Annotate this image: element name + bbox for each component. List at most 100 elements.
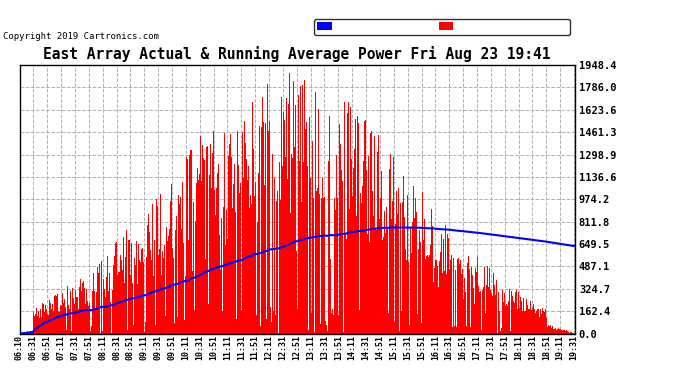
Bar: [260, 326, 261, 334]
Bar: [255, 148, 256, 334]
Bar: [440, 252, 441, 334]
Bar: [398, 188, 399, 334]
Bar: [164, 245, 165, 334]
Bar: [28, 332, 29, 334]
Bar: [485, 314, 486, 334]
Bar: [530, 301, 531, 334]
Bar: [348, 102, 349, 334]
Bar: [168, 236, 169, 334]
Bar: [203, 158, 204, 334]
Bar: [234, 164, 235, 334]
Bar: [543, 310, 544, 334]
Bar: [167, 238, 168, 334]
Bar: [135, 266, 136, 334]
Bar: [126, 268, 127, 334]
Bar: [111, 333, 112, 334]
Bar: [214, 190, 215, 334]
Bar: [394, 322, 395, 334]
Bar: [311, 314, 312, 334]
Bar: [183, 220, 184, 334]
Bar: [470, 287, 471, 334]
Bar: [233, 184, 234, 334]
Bar: [152, 204, 153, 334]
Bar: [30, 332, 31, 334]
Bar: [44, 312, 45, 334]
Bar: [460, 260, 461, 334]
Bar: [59, 312, 60, 334]
Bar: [381, 171, 382, 334]
Bar: [74, 304, 75, 334]
Bar: [525, 311, 526, 334]
Bar: [190, 150, 191, 334]
Bar: [121, 282, 122, 334]
Bar: [64, 298, 65, 334]
Bar: [461, 274, 462, 334]
Bar: [226, 210, 227, 334]
Bar: [565, 331, 566, 334]
Bar: [509, 289, 510, 334]
Bar: [161, 274, 162, 334]
Bar: [450, 268, 451, 334]
Bar: [427, 255, 428, 334]
Bar: [230, 303, 231, 334]
Bar: [356, 216, 357, 334]
Bar: [211, 188, 212, 334]
Bar: [251, 204, 252, 334]
Bar: [481, 288, 482, 334]
Bar: [58, 311, 59, 334]
Bar: [175, 230, 176, 334]
Bar: [406, 201, 407, 334]
Bar: [194, 310, 195, 334]
Bar: [328, 161, 329, 334]
Bar: [403, 176, 404, 334]
Bar: [369, 242, 370, 334]
Bar: [292, 101, 293, 334]
Bar: [423, 240, 424, 334]
Bar: [333, 315, 334, 334]
Bar: [352, 196, 353, 334]
Bar: [37, 316, 38, 334]
Bar: [273, 86, 274, 334]
Bar: [379, 219, 380, 334]
Bar: [447, 262, 448, 334]
Bar: [570, 332, 571, 334]
Bar: [215, 215, 216, 334]
Bar: [49, 300, 50, 334]
Bar: [519, 309, 520, 334]
Bar: [295, 105, 296, 334]
Bar: [382, 240, 383, 334]
Bar: [439, 261, 440, 334]
Bar: [26, 333, 27, 334]
Bar: [564, 331, 565, 334]
Bar: [344, 102, 345, 334]
Bar: [492, 296, 493, 334]
Bar: [498, 292, 499, 334]
Bar: [68, 304, 69, 334]
Bar: [70, 291, 71, 334]
Bar: [178, 195, 179, 334]
Bar: [157, 206, 158, 334]
Bar: [388, 189, 389, 334]
Bar: [386, 162, 387, 334]
Bar: [196, 183, 197, 334]
Bar: [404, 240, 405, 334]
Bar: [279, 93, 280, 334]
Bar: [40, 309, 41, 334]
Bar: [550, 326, 551, 334]
Bar: [270, 134, 271, 334]
Bar: [202, 145, 203, 334]
Bar: [131, 243, 132, 334]
Bar: [522, 310, 523, 334]
Bar: [104, 289, 105, 334]
Bar: [537, 309, 538, 334]
Bar: [370, 134, 371, 334]
Bar: [402, 202, 403, 334]
Bar: [63, 305, 64, 334]
Bar: [241, 126, 242, 334]
Bar: [254, 196, 255, 334]
Bar: [505, 306, 506, 334]
Bar: [106, 277, 107, 334]
Bar: [51, 309, 52, 334]
Bar: [411, 253, 412, 334]
Bar: [189, 155, 190, 334]
